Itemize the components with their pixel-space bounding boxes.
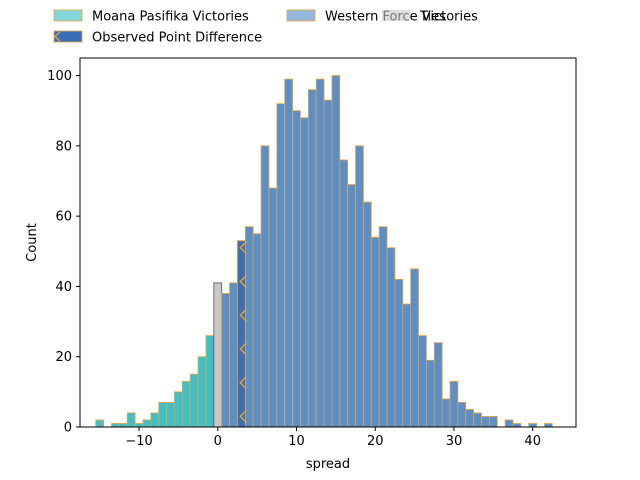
histogram-bar — [307, 89, 317, 428]
histogram-bar — [473, 412, 482, 428]
x-tick-label: 10 — [288, 434, 305, 449]
y-tick-label: 100 — [47, 69, 72, 84]
histogram-bar — [276, 103, 286, 428]
y-axis-label: Count — [25, 223, 40, 262]
histogram-bar — [268, 187, 278, 428]
histogram-bar — [166, 401, 175, 428]
plot-frame — [79, 57, 577, 428]
histogram-bar — [370, 236, 380, 428]
observed-marker — [239, 241, 247, 255]
histogram-bar — [158, 401, 168, 428]
histogram-bar — [292, 110, 301, 428]
legend-swatch — [53, 9, 83, 22]
legend-swatch — [286, 9, 316, 22]
histogram-bar — [331, 75, 341, 428]
histogram-bar — [189, 373, 199, 428]
y-axis: 0 20 40 60 80 100 — [47, 69, 80, 436]
histogram-bar — [347, 184, 356, 428]
histogram-bar — [244, 226, 254, 428]
histogram-bar — [528, 423, 538, 428]
histogram-bar — [205, 335, 215, 428]
histogram-bars — [95, 75, 553, 428]
x-tick-label: 30 — [446, 434, 463, 449]
histogram-bar — [488, 416, 498, 428]
histogram-bar — [394, 278, 404, 428]
observed-marker — [239, 342, 247, 356]
histogram-bar — [481, 416, 490, 428]
x-axis-label: spread — [306, 457, 350, 472]
histogram-bar — [457, 401, 467, 428]
legend-marker-icon — [54, 31, 61, 42]
histogram-bar — [465, 409, 475, 428]
histogram-bar — [221, 293, 230, 428]
histogram-bar — [410, 268, 419, 428]
histogram-bar — [386, 247, 396, 428]
histogram-bar — [378, 226, 388, 428]
histogram-bar — [118, 423, 128, 428]
y-tick-label: 20 — [55, 350, 72, 365]
histogram-bar — [260, 145, 270, 428]
observed-marker — [239, 409, 247, 423]
histogram-bar — [213, 282, 223, 428]
observed-marker — [239, 376, 247, 390]
legend-swatch — [382, 10, 410, 21]
histogram-bar — [433, 342, 443, 428]
histogram-bar — [363, 201, 372, 428]
histogram-bar — [426, 359, 435, 428]
histogram-bar — [111, 423, 120, 428]
histogram-bar — [512, 423, 522, 428]
histogram-bar — [504, 419, 514, 428]
histogram-bar — [150, 412, 160, 428]
histogram-bar — [449, 380, 459, 428]
x-tick-label: 40 — [524, 434, 541, 449]
histogram-bar — [441, 398, 451, 428]
observed-marker — [239, 275, 247, 289]
legend-label: Moana Pasifika Victories — [92, 10, 249, 25]
x-tick-label: 0 — [214, 434, 222, 449]
histogram-bar — [181, 380, 191, 428]
observed-marker — [239, 308, 247, 322]
histogram-bar — [315, 78, 325, 428]
y-tick-label: 0 — [64, 421, 72, 436]
histogram-bar — [323, 99, 333, 428]
x-axis: −10 0 10 20 30 40 — [125, 427, 541, 449]
histogram-bar — [142, 419, 152, 428]
histogram-bar — [229, 282, 238, 428]
histogram-bar — [252, 233, 262, 428]
legend-swatch — [53, 30, 83, 43]
y-tick-label: 80 — [55, 139, 72, 154]
histogram-bar — [197, 356, 207, 428]
legend-label: Observed Point Difference — [92, 31, 262, 46]
histogram-bar — [174, 391, 183, 428]
histogram-bar — [134, 423, 144, 428]
legend-label: Ties — [419, 10, 446, 25]
histogram-bar — [402, 303, 412, 428]
histogram-bar — [544, 423, 553, 428]
observed-point-difference-bar — [237, 240, 246, 428]
histogram-bar — [355, 145, 364, 428]
observed-point-difference-markers — [237, 240, 247, 428]
x-tick-label: 20 — [367, 434, 384, 449]
histogram-bar — [418, 335, 427, 428]
histogram-bar — [95, 419, 105, 428]
histogram-bar — [126, 412, 136, 428]
histogram-bar — [300, 117, 309, 428]
histogram-bar — [339, 159, 349, 428]
histogram-bar — [284, 78, 293, 428]
y-tick-label: 40 — [55, 280, 72, 295]
y-tick-label: 60 — [55, 210, 72, 225]
x-tick-label: −10 — [125, 434, 152, 449]
